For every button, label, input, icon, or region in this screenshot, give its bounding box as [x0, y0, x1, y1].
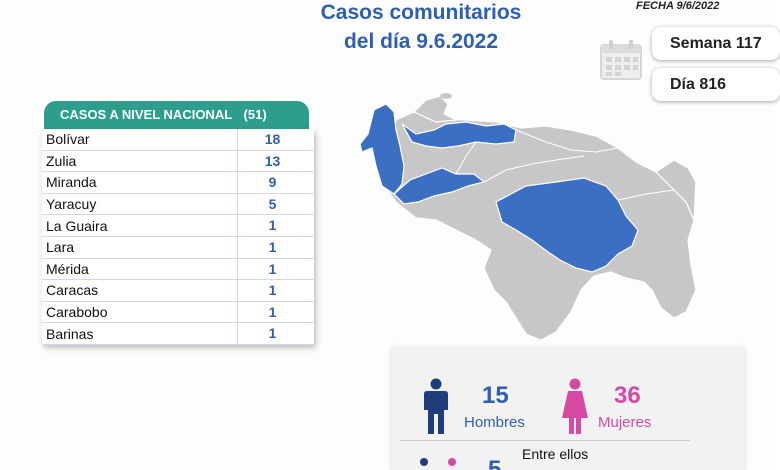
female-dot-icon: [448, 458, 456, 466]
state-name: Zulia: [46, 152, 77, 169]
partial-count: 5: [488, 456, 502, 470]
table-row: Mérida 1: [42, 258, 314, 281]
state-name: Lara: [46, 239, 75, 256]
table-row: Carabobo 1: [42, 301, 314, 324]
venezuela-map: [359, 93, 697, 341]
state-name: Mérida: [46, 260, 89, 277]
state-name: Yaracuy: [46, 196, 97, 213]
case-count: 1: [237, 301, 307, 323]
state-name: Barinas: [46, 325, 94, 342]
date-label: FECHA 9/6/2022: [636, 0, 720, 12]
infographic-frame: Casos comunitarios del día 9.6.2022 FECH…: [6, 0, 780, 470]
state-name: Caracas: [46, 282, 99, 299]
map-island: [440, 93, 452, 99]
entre-ellos-label: Entre ellos: [522, 446, 589, 462]
map-bolivar: [495, 177, 639, 273]
state-name: Carabobo: [46, 304, 108, 321]
page-title: Casos comunitarios del día 9.6.2022: [276, 0, 566, 56]
mujeres-count: 36: [614, 382, 641, 409]
hombres-count: 15: [482, 382, 509, 409]
table-row: Zulia 13: [42, 150, 314, 173]
case-count: 1: [237, 215, 307, 236]
case-count: 1: [237, 280, 307, 301]
case-count: 1: [237, 258, 307, 280]
table-row: Miranda 9: [42, 172, 314, 194]
table-row: La Guaira 1: [42, 215, 314, 237]
male-figure-icon: [424, 378, 448, 434]
case-count: 18: [237, 129, 307, 150]
table-row: Caracas 1: [42, 280, 314, 302]
week-badge: Semana 117: [652, 27, 780, 60]
mujeres-label: Mujeres: [598, 414, 652, 431]
map-east-region: [655, 159, 697, 221]
map-central-north: [401, 121, 517, 149]
state-name: Miranda: [46, 174, 97, 191]
case-count: 1: [237, 236, 307, 258]
table-row: Bolívar 18: [42, 129, 314, 151]
national-cases-table: CASOS A NIVEL NACIONAL (51) Bolívar 18 Zu…: [42, 101, 314, 351]
title-line-2: del día 9.6.2022: [343, 30, 499, 53]
hombres-label: Hombres: [464, 414, 525, 431]
title-line-1: Casos comunitarios: [320, 1, 522, 24]
table-title: CASOS A NIVEL NACIONAL: [60, 107, 232, 122]
panel-divider: [400, 440, 690, 441]
demographics-panel: 15 Hombres 36 Mujeres Entre ellos 5: [392, 346, 744, 470]
map-falcon: [412, 95, 459, 123]
table-total: (51): [243, 107, 267, 122]
male-dot-icon: [420, 458, 428, 466]
table-body: Bolívar 18 Zulia 13 Miranda 9 Yaracuy 5 La G…: [42, 129, 314, 345]
case-count: 9: [237, 172, 307, 193]
case-count: 13: [237, 150, 307, 172]
state-name: La Guaira: [46, 217, 108, 234]
day-badge: Día 816: [652, 68, 780, 101]
map-zulia: [359, 103, 405, 195]
case-count: 1: [237, 323, 307, 344]
female-figure-icon: [562, 378, 588, 434]
table-row: Yaracuy 5: [42, 193, 314, 216]
state-name: Bolívar: [46, 131, 90, 148]
table-row: Lara 1: [42, 236, 314, 259]
case-count: 5: [237, 193, 307, 215]
table-row: Barinas 1: [42, 323, 314, 345]
table-header: CASOS A NIVEL NACIONAL (51): [44, 101, 309, 129]
map-state-borders: [455, 129, 675, 201]
calendar-icon: [600, 40, 642, 80]
